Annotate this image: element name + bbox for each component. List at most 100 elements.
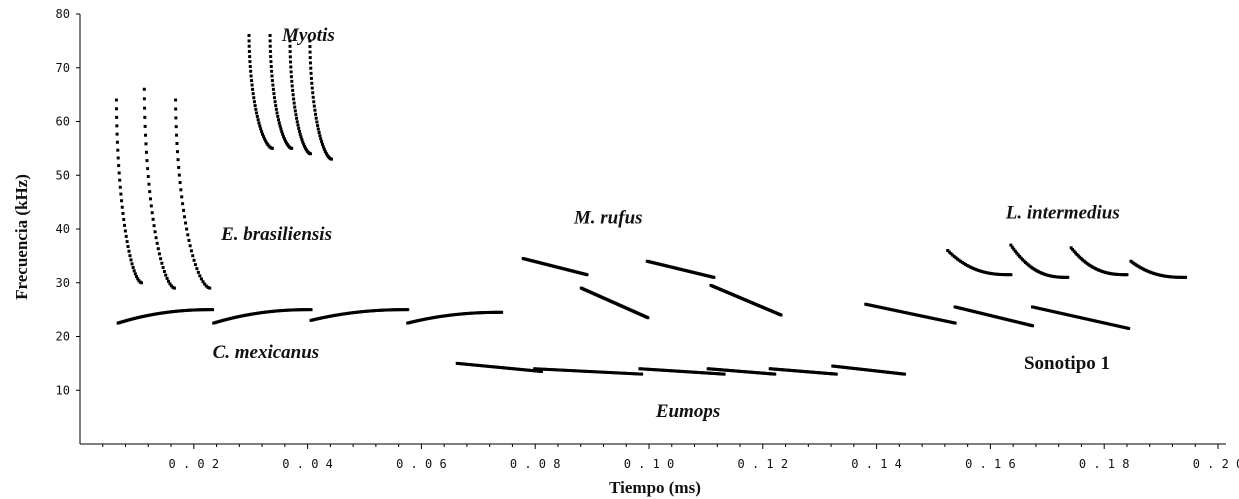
call-point: [1122, 325, 1126, 329]
call-point: [998, 272, 1002, 276]
call-point: [256, 118, 260, 122]
call-point: [1001, 273, 1005, 277]
call-point: [1058, 311, 1062, 315]
call-point: [983, 270, 987, 274]
call-point: [994, 272, 998, 276]
call-point: [122, 218, 126, 222]
call-point: [1031, 305, 1035, 309]
call-point: [1073, 251, 1077, 255]
call-point: [870, 304, 874, 308]
call-point: [1119, 325, 1123, 329]
call-point: [567, 368, 571, 372]
call-point: [1009, 243, 1013, 247]
call-point: [277, 118, 281, 122]
call-series-eumops: [831, 364, 906, 376]
call-series-m-rufus: [709, 283, 783, 317]
call-point: [627, 371, 631, 375]
call-point: [258, 124, 262, 128]
call-point: [1079, 316, 1083, 320]
call-point: [191, 254, 195, 258]
call-point: [268, 44, 272, 48]
call-point: [165, 276, 169, 280]
call-point: [1120, 325, 1124, 329]
call-point: [951, 253, 955, 257]
call-point: [911, 312, 915, 316]
call-point: [874, 304, 878, 308]
call-point: [1018, 254, 1022, 258]
call-point: [646, 316, 650, 320]
call-point: [132, 269, 136, 273]
call-series-sonotipo-1: [864, 302, 957, 325]
call-point: [1032, 305, 1036, 309]
call-point: [193, 263, 197, 267]
call-point: [1007, 273, 1011, 277]
call-point: [188, 244, 192, 248]
call-series-myotis: [288, 39, 312, 156]
call-point: [545, 367, 549, 371]
call-point: [1063, 312, 1067, 316]
call-point: [978, 269, 982, 273]
call-point: [773, 372, 777, 376]
call-point: [1013, 249, 1017, 253]
x-tick-label: 0 . 0 4: [282, 457, 333, 471]
call-point: [118, 178, 122, 182]
x-tick-label: 0 . 1 6: [965, 457, 1016, 471]
call-point: [157, 252, 161, 256]
call-point: [896, 309, 900, 313]
call-series-eumops: [533, 367, 644, 376]
call-point: [278, 124, 282, 128]
call-point: [558, 368, 562, 372]
call-point: [946, 249, 950, 252]
call-point: [915, 313, 919, 317]
call-point: [600, 370, 604, 374]
call-point: [927, 316, 931, 320]
call-point: [1019, 256, 1023, 260]
call-point: [292, 97, 296, 101]
call-point: [171, 285, 175, 289]
call-point: [255, 111, 259, 115]
call-point: [1055, 310, 1059, 314]
call-point: [879, 305, 883, 309]
call-point: [921, 314, 925, 318]
call-point: [316, 127, 320, 131]
call-point: [181, 202, 185, 206]
call-point: [1048, 309, 1052, 313]
call-point: [989, 272, 993, 276]
call-point: [282, 137, 286, 141]
call-point: [625, 371, 629, 375]
call-point: [902, 372, 906, 376]
call-point: [320, 140, 324, 144]
call-point: [596, 370, 600, 374]
call-point: [897, 309, 901, 313]
call-series-e-brasiliensis: [114, 98, 143, 285]
call-point: [320, 142, 324, 146]
call-point: [1107, 322, 1111, 326]
call-point: [587, 369, 591, 373]
call-point: [1105, 322, 1109, 326]
call-point: [319, 137, 323, 141]
call-point: [891, 308, 895, 312]
call-point: [142, 87, 146, 91]
call-point: [315, 120, 319, 124]
call-point: [147, 182, 151, 186]
call-point: [574, 369, 578, 373]
call-point: [562, 368, 566, 372]
call-point: [1035, 306, 1039, 310]
call-point: [620, 371, 624, 375]
call-point: [123, 229, 127, 233]
call-point: [598, 370, 602, 374]
call-point: [309, 71, 313, 75]
call-point: [269, 64, 273, 68]
call-point: [279, 127, 283, 131]
call-point: [1045, 308, 1049, 312]
x-tick-label: 0 . 2 0: [1193, 457, 1239, 471]
call-point: [144, 150, 148, 154]
call-point: [592, 370, 596, 374]
call-point: [582, 369, 586, 373]
call-series-l-intermedius: [1129, 259, 1188, 279]
call-point: [1050, 309, 1054, 313]
call-point: [247, 34, 251, 37]
call-point: [124, 234, 128, 238]
call-point: [1061, 312, 1065, 316]
call-point: [909, 312, 913, 316]
